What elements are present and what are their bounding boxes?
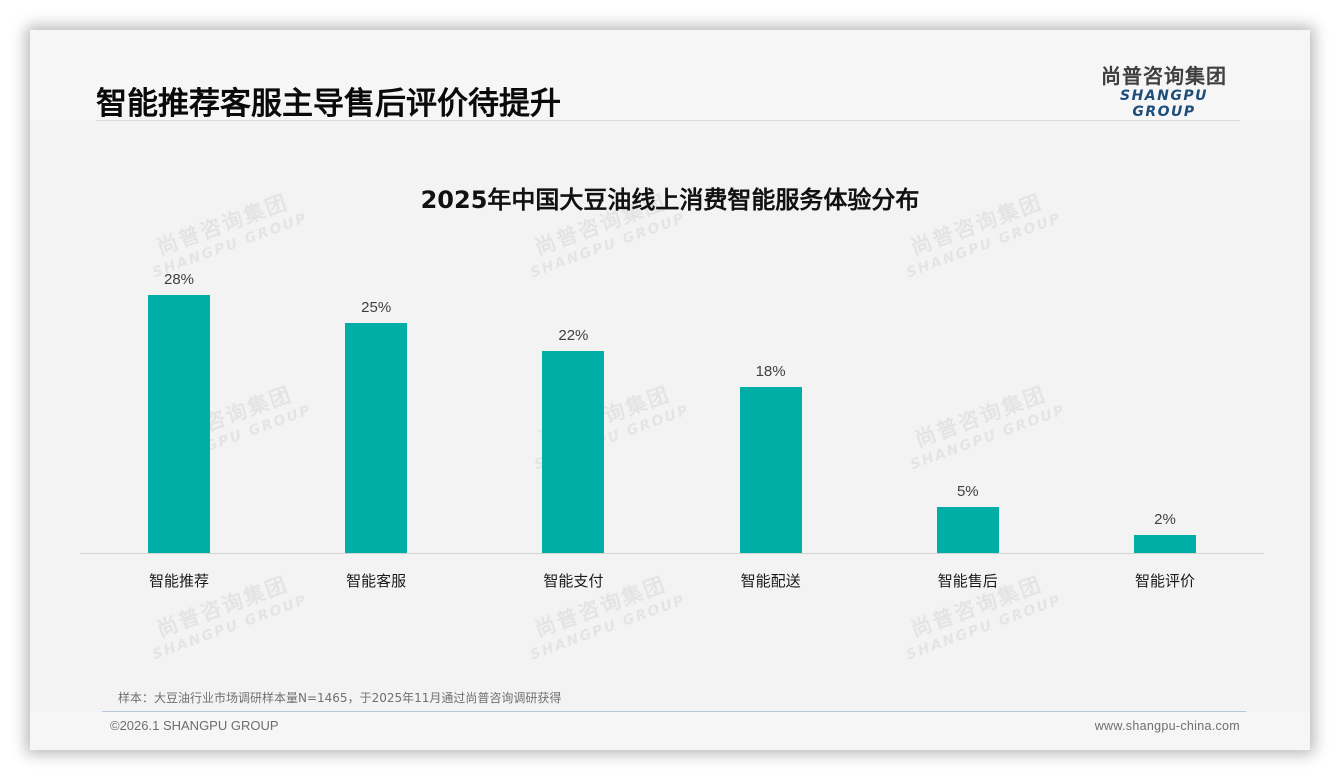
copyright-text: ©2026.1 SHANGPU GROUP xyxy=(110,718,279,733)
logo-chinese-text: 尚普咨询集团 xyxy=(1101,64,1227,88)
category-label: 智能支付 xyxy=(543,572,604,590)
bar xyxy=(739,387,802,553)
bar-value-label: 5% xyxy=(956,483,979,500)
slide: 智能推荐客服主导售后评价待提升 尚普咨询集团 SHANGPU GROUP 尚普咨… xyxy=(30,30,1310,750)
page-title: 智能推荐客服主导售后评价待提升 xyxy=(96,86,561,122)
category-label: 智能配送 xyxy=(740,572,801,590)
bar-value-label: 18% xyxy=(755,363,786,381)
header-band xyxy=(30,30,1310,120)
category-label: 智能售后 xyxy=(937,572,998,590)
bar xyxy=(345,323,408,553)
bar-value-label: 25% xyxy=(361,299,392,316)
title-divider xyxy=(96,120,1240,121)
x-axis-line xyxy=(80,553,1264,554)
bar-value-label: 22% xyxy=(558,326,589,344)
bar xyxy=(148,295,210,553)
company-logo: 尚普咨询集团 SHANGPU GROUP xyxy=(1088,64,1240,120)
bar-value-label: 2% xyxy=(1154,510,1176,528)
bar-value-label: 28% xyxy=(163,271,195,289)
footer-divider xyxy=(102,711,1246,712)
category-label: 智能评价 xyxy=(1134,572,1195,590)
category-label: 智能客服 xyxy=(346,572,407,590)
chart-title: 2025年中国大豆油线上消费智能服务体验分布 xyxy=(420,186,920,214)
sample-note: 样本：大豆油行业市场调研样本量N=1465，于2025年11月通过尚普咨询调研获… xyxy=(118,691,562,705)
watermark: 尚普咨询集团 SHANGPU GROUP xyxy=(908,382,1068,474)
website-link[interactable]: www.shangpu-china.com xyxy=(1094,719,1240,733)
bar xyxy=(542,350,605,553)
bar xyxy=(1134,534,1196,553)
footer-band xyxy=(30,712,1310,750)
logo-english-text: SHANGPU GROUP xyxy=(1120,88,1208,120)
bar xyxy=(936,507,999,553)
category-label: 智能推荐 xyxy=(148,572,209,590)
